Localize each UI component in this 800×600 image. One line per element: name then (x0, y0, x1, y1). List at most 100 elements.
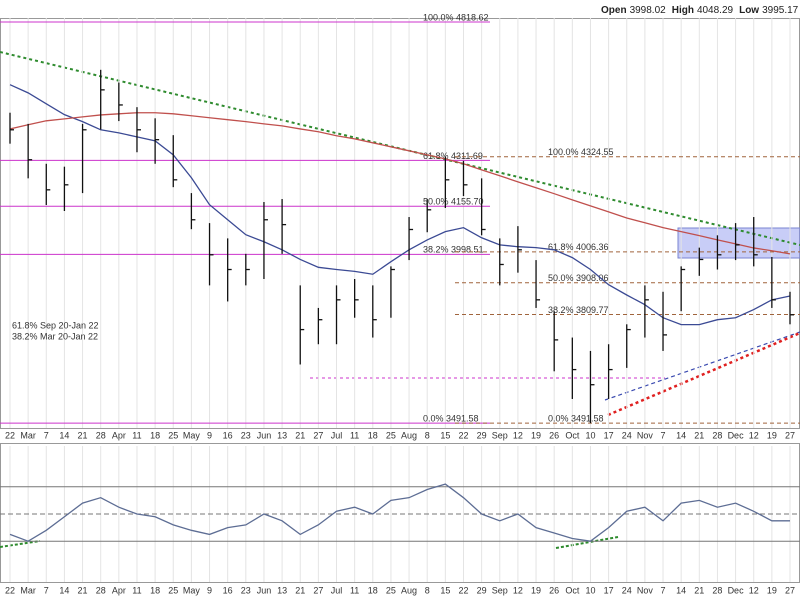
x-tick-label: 26 (549, 585, 559, 595)
x-tick-label: 21 (295, 430, 305, 440)
fib-label: 61.8% 4006.36 (548, 242, 609, 252)
x-tick-label: Dec (728, 430, 745, 440)
quote-value: 3995.17 (762, 5, 799, 16)
x-tick-label: 27 (313, 430, 323, 440)
quote-label: Low (739, 5, 759, 16)
x-tick-label: Aug (401, 585, 417, 595)
x-tick-label: 22 (5, 585, 15, 595)
x-tick-label: 11 (132, 585, 141, 595)
x-tick-label: 13 (277, 585, 287, 595)
x-tick-label: Sep (492, 585, 508, 595)
x-tick-label: 12 (749, 585, 759, 595)
fib-label: 38.2% 3809.77 (548, 305, 609, 315)
x-tick-label: 12 (513, 430, 523, 440)
x-tick-label: 7 (44, 585, 49, 595)
trendline (607, 331, 800, 417)
x-tick-label: Sep (492, 430, 508, 440)
x-tick-label: 18 (150, 585, 160, 595)
x-tick-label: 21 (78, 585, 88, 595)
fib-label: 0.0% 3491.58 (423, 414, 479, 424)
fib-label: 50.0% 3908.06 (548, 273, 609, 283)
x-tick-label: 16 (223, 585, 233, 595)
moving-average (9, 112, 791, 255)
fib-label: 0.0% 3491.58 (548, 414, 604, 424)
x-tick-label: 17 (604, 585, 614, 595)
annotation: 38.2% Mar 20-Jan 22 (12, 331, 98, 341)
fib-label: 61.8% 4311.69 (423, 151, 483, 161)
x-tick-label: 15 (440, 430, 450, 440)
x-tick-label: 7 (661, 585, 666, 595)
x-tick-label: 15 (440, 585, 450, 595)
rsi-line (9, 483, 790, 542)
x-tick-label: Apr (112, 585, 126, 595)
x-tick-label: 19 (767, 430, 777, 440)
x-tick-label: 21 (295, 585, 305, 595)
fib-label: 38.2% 3998.51 (423, 245, 484, 255)
x-tick-label: 22 (458, 585, 468, 595)
x-tick-label: 29 (477, 585, 487, 595)
x-tick-label: 19 (767, 585, 777, 595)
x-tick-label: Mar (20, 585, 36, 595)
x-tick-label: May (183, 430, 201, 440)
moving-average (9, 84, 791, 326)
divergence-line (0, 540, 41, 548)
x-tick-label: 7 (44, 430, 49, 440)
quote-value: 3998.02 (630, 5, 667, 16)
x-tick-label: 19 (531, 430, 541, 440)
x-tick-label: Jul (331, 430, 343, 440)
x-tick-label: 21 (78, 430, 88, 440)
x-tick-label: 14 (676, 430, 686, 440)
x-tick-label: 26 (549, 430, 559, 440)
quote-label: Open (601, 5, 627, 16)
x-tick-label: Apr (112, 430, 126, 440)
x-tick-label: 22 (5, 430, 15, 440)
x-tick-label: 12 (749, 430, 759, 440)
x-tick-label: 28 (712, 585, 722, 595)
x-tick-label: 28 (96, 585, 106, 595)
x-tick-label: 18 (368, 585, 378, 595)
annotation: 61.8% Sep 20-Jan 22 (12, 320, 99, 330)
x-tick-label: 18 (368, 430, 378, 440)
x-tick-label: 28 (712, 430, 722, 440)
x-tick-label: 21 (694, 430, 704, 440)
x-tick-label: Jun (257, 585, 272, 595)
x-tick-label: 27 (785, 430, 795, 440)
x-tick-label: Oct (565, 430, 580, 440)
x-tick-label: 13 (277, 430, 287, 440)
x-tick-label: May (183, 585, 201, 595)
x-tick-label: Jul (331, 585, 343, 595)
x-tick-label: 25 (168, 585, 178, 595)
x-tick-label: 10 (585, 430, 595, 440)
x-tick-label: 22 (458, 430, 468, 440)
x-tick-label: 16 (223, 430, 233, 440)
x-tick-label: 21 (694, 585, 704, 595)
x-tick-label: 23 (241, 585, 251, 595)
x-tick-label: 9 (207, 430, 212, 440)
x-tick-label: 25 (386, 430, 396, 440)
x-tick-label: Nov (637, 430, 654, 440)
x-tick-label: 18 (150, 430, 160, 440)
x-tick-label: 24 (622, 430, 632, 440)
x-tick-label: Jun (257, 430, 272, 440)
x-tick-label: 25 (386, 585, 396, 595)
quote-value: 4048.29 (697, 5, 734, 16)
quote-label: High (672, 5, 694, 16)
divergence-line (555, 536, 619, 549)
x-tick-label: 8 (425, 585, 430, 595)
x-tick-label: 11 (350, 430, 359, 440)
fib-label: 100.0% 4818.62 (423, 12, 489, 22)
x-tick-label: Mar (20, 430, 36, 440)
trendline (0, 51, 800, 246)
x-tick-label: Nov (637, 585, 654, 595)
x-tick-label: 11 (132, 430, 141, 440)
x-tick-label: 10 (585, 585, 595, 595)
x-tick-label: 7 (661, 430, 666, 440)
x-tick-label: 17 (604, 430, 614, 440)
x-tick-label: 24 (622, 585, 632, 595)
x-tick-label: 12 (513, 585, 523, 595)
x-tick-label: Dec (728, 585, 745, 595)
x-tick-label: 14 (59, 430, 69, 440)
fib-label: 100.0% 4324.55 (548, 147, 614, 157)
